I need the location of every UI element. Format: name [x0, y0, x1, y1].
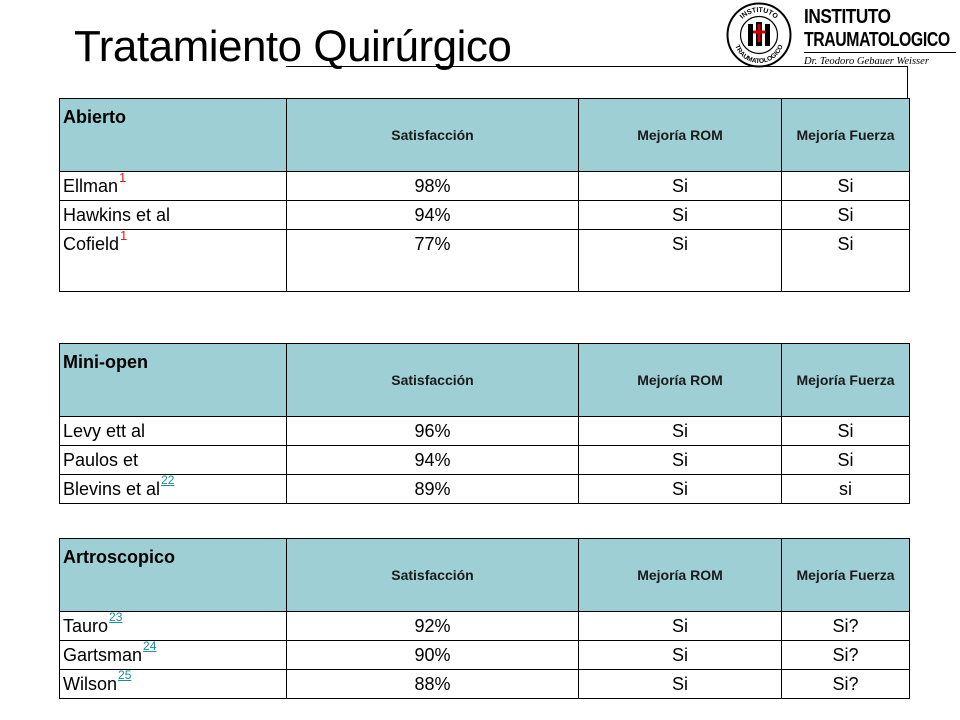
- cell-rom: Si: [578, 229, 782, 292]
- study-name: Ellman: [63, 175, 119, 196]
- table-mini-open: Mini-open Satisfacción Mejoría ROM Mejor…: [59, 343, 910, 504]
- table-row: Ellman1 98% Si Si: [59, 169, 910, 201]
- table-row: Blevins et al22 89% Si si: [59, 472, 910, 504]
- cell-rom: Si: [578, 474, 782, 504]
- study-name: Cofield: [63, 234, 120, 254]
- study-name: Gartsman: [63, 644, 143, 665]
- group-label: Abierto: [59, 98, 287, 172]
- cell-satisfaccion: 88%: [286, 669, 579, 699]
- cell-fuerza: Si?: [781, 611, 910, 641]
- logo-line-doctor: Dr. Teodoro Gebauer Weisser: [804, 55, 929, 67]
- logo-line-traumatologico: TRAUMATOLOGICO: [804, 29, 950, 51]
- table-row: Cofield1 77% Si Si: [59, 228, 910, 292]
- logo-line-instituto: INSTITUTO: [804, 6, 891, 28]
- cell-fuerza: Si: [781, 445, 910, 475]
- title-underline: [286, 66, 908, 67]
- cell-satisfaccion: 77%: [286, 229, 579, 292]
- reference-link[interactable]: 22: [161, 472, 175, 487]
- table-abierto: Abierto Satisfacción Mejoría ROM Mejoría…: [59, 98, 910, 292]
- table-row: Hawkins et al 94% Si Si: [59, 200, 910, 230]
- cell-satisfaccion: 96%: [286, 416, 579, 446]
- table-row: Tauro23 92% Si Si?: [59, 609, 910, 641]
- cell-fuerza: si: [781, 474, 910, 504]
- cell-satisfaccion: 92%: [286, 611, 579, 641]
- col-satisfaccion: Satisfacción: [286, 538, 579, 612]
- table-row: Levy ett al 96% Si Si: [59, 416, 910, 446]
- col-mejoria-fuerza: Mejoría Fuerza: [781, 538, 910, 612]
- col-satisfaccion: Satisfacción: [286, 98, 579, 172]
- cell-rom: Si: [578, 416, 782, 446]
- cell-fuerza: Si?: [781, 669, 910, 699]
- cell-rom: Si: [578, 611, 782, 641]
- cell-satisfaccion: 89%: [286, 474, 579, 504]
- superscript-note: 1: [119, 169, 127, 185]
- cell-rom: Si: [578, 200, 782, 230]
- cell-satisfaccion: 94%: [286, 445, 579, 475]
- cell-rom: Si: [578, 669, 782, 699]
- cell-fuerza: Si: [781, 200, 910, 230]
- col-mejoria-rom: Mejoría ROM: [578, 343, 782, 417]
- cell-rom: Si: [578, 445, 782, 475]
- cell-satisfaccion: 94%: [286, 200, 579, 230]
- cell-satisfaccion: 90%: [286, 640, 579, 670]
- study-name: Levy ett al: [63, 420, 146, 441]
- cell-fuerza: Si: [781, 229, 910, 292]
- reference-link[interactable]: 24: [143, 638, 157, 653]
- cell-satisfaccion: 98%: [286, 171, 579, 201]
- col-mejoria-rom: Mejoría ROM: [578, 538, 782, 612]
- table-row: Wilson25 88% Si Si?: [59, 667, 910, 699]
- study-name: Hawkins et al: [63, 204, 171, 225]
- cell-fuerza: Si: [781, 171, 910, 201]
- col-mejoria-rom: Mejoría ROM: [578, 98, 782, 172]
- study-name: Tauro: [63, 615, 109, 636]
- table-row: Paulos et 94% Si Si: [59, 445, 910, 475]
- table-header: Artroscopico Satisfacción Mejoría ROM Me…: [59, 538, 910, 612]
- superscript-note: 1: [120, 228, 128, 243]
- institute-logo: INSTITUTO TRAUMATOLOGICO INSTITUTO TRAUM…: [726, 2, 958, 68]
- slide-title: Tratamiento Quirúrgico: [74, 22, 512, 71]
- title-rule-corner: [907, 66, 908, 98]
- col-mejoria-fuerza: Mejoría Fuerza: [781, 98, 910, 172]
- study-name: Paulos et: [63, 449, 139, 470]
- study-name: Wilson: [63, 673, 118, 694]
- table-artroscopico: Artroscopico Satisfacción Mejoría ROM Me…: [59, 538, 910, 699]
- cell-fuerza: Si: [781, 416, 910, 446]
- cell-rom: Si: [578, 171, 782, 201]
- reference-link[interactable]: 25: [118, 667, 132, 682]
- reference-link[interactable]: 23: [109, 609, 123, 624]
- cell-fuerza: Si?: [781, 640, 910, 670]
- logo-divider: [804, 52, 956, 53]
- table-header: Mini-open Satisfacción Mejoría ROM Mejor…: [59, 343, 910, 417]
- group-label: Artroscopico: [59, 538, 287, 612]
- seal-icon: INSTITUTO TRAUMATOLOGICO: [726, 2, 792, 68]
- study-name: Blevins et al: [63, 478, 161, 499]
- col-satisfaccion: Satisfacción: [286, 343, 579, 417]
- table-header: Abierto Satisfacción Mejoría ROM Mejoría…: [59, 98, 910, 172]
- col-mejoria-fuerza: Mejoría Fuerza: [781, 343, 910, 417]
- cell-rom: Si: [578, 640, 782, 670]
- table-row: Gartsman24 90% Si Si?: [59, 638, 910, 670]
- group-label: Mini-open: [59, 343, 287, 417]
